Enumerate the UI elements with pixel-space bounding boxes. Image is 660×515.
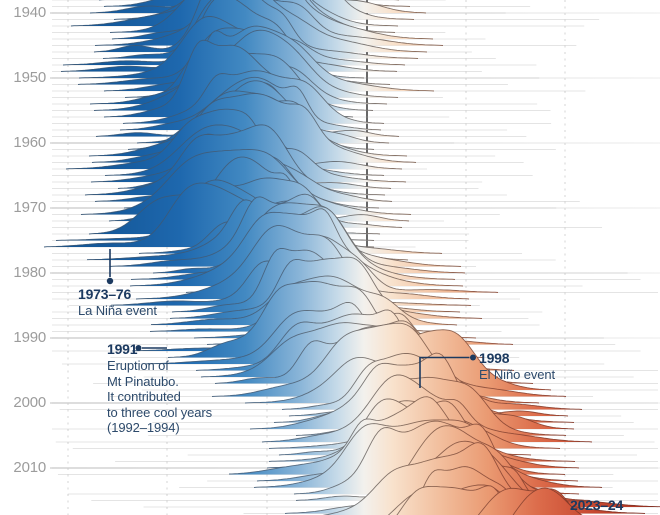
ridge-outline-1958	[119, 76, 382, 131]
ridge-outline-1984	[135, 225, 470, 300]
annotation-el-nino-year: 1998	[479, 350, 510, 366]
ridge-outline-1982	[129, 208, 464, 287]
ridge-outline-1949	[60, 0, 398, 72]
ridge-fill-1976	[44, 183, 374, 247]
annotation-la-nina-year: 1973–76	[78, 286, 132, 302]
ridge-outline-1963	[91, 93, 417, 163]
annotation-pinatubo-year: 1991	[107, 341, 138, 357]
ridge-outline-1941	[113, 0, 415, 20]
ridge-outline-1979	[109, 193, 462, 267]
ridge-outline-2024	[512, 487, 583, 515]
y-axis-label: 2010	[13, 459, 46, 476]
annotation-2023-24: 2023–24	[570, 497, 623, 514]
ridge-outline-2013	[253, 419, 603, 488]
ridge-outline-1945	[94, 0, 444, 46]
y-axis-label: 1990	[13, 329, 46, 346]
ridge-outline-1986	[171, 247, 461, 313]
ridge-outline-1953	[124, 29, 399, 98]
ridge-outline-1946	[93, 0, 428, 53]
ridge-outline-1942	[70, 0, 399, 27]
annotation-la-nina: 1973–76 La Niña event	[78, 286, 157, 319]
ridge-fill-2022	[397, 485, 512, 515]
ridge-outline-2017	[284, 440, 646, 514]
annotation-connectors	[106, 249, 476, 388]
annotation-pinatubo-line: Eruption of	[107, 358, 169, 373]
y-axis-label: 1970	[13, 199, 46, 216]
ridge-outline-1964	[65, 108, 403, 170]
ridge-outline-2019	[406, 466, 529, 515]
temperature-ridges	[43, 0, 660, 515]
y-axis-label: 1980	[13, 264, 46, 281]
ridge-outline-1962	[88, 90, 408, 157]
annotation-pinatubo: 1991 Eruption of Mt Pinatubo. It contrib…	[107, 341, 212, 436]
ridge-outline-1971	[80, 149, 412, 215]
ridge-outline-1940	[89, 0, 427, 14]
ridge-outline-1957	[122, 70, 385, 124]
el-nino-dot	[470, 354, 476, 361]
annotation-pinatubo-line: Mt Pinatubo.	[107, 373, 179, 389]
ridge-outline-1944	[111, 0, 434, 40]
y-axis-label: 1940	[13, 4, 46, 21]
annotation-el-nino: 1998 El Niño event	[479, 350, 555, 383]
y-axis-label: 1960	[13, 134, 46, 151]
annotation-pinatubo-line: It contributed	[107, 389, 181, 404]
ridge-outline-2023	[477, 487, 578, 515]
y-axis-label: 2000	[13, 394, 46, 411]
ridge-outline-1968	[84, 124, 386, 196]
annotation-la-nina-text: La Niña event	[78, 303, 157, 318]
ridge-outline-2006	[261, 374, 593, 443]
ridge-outline-1980	[152, 202, 466, 274]
ridge-outline-1999	[211, 322, 567, 397]
annotation-pinatubo-line: to three cool years	[107, 404, 213, 420]
pinatubo-dot	[135, 345, 142, 351]
el-nino-connector	[419, 356, 470, 388]
ridge-outline-1947	[102, 0, 419, 59]
ridge-outline-2020	[399, 484, 522, 515]
y-axis-label: 1950	[13, 69, 46, 86]
annotation-el-nino-text: El Niño event	[479, 367, 556, 382]
ridge-fill-2024	[513, 488, 582, 515]
la-nina-dot	[106, 277, 114, 285]
ridge-outline-2004	[249, 352, 575, 430]
ridge-outline-1988	[150, 275, 458, 326]
ridge-outline-1952	[103, 25, 435, 92]
annotation-pinatubo-line: (1992–1994)	[107, 420, 180, 435]
ridge-outline-1987	[169, 256, 483, 319]
annotation-2023-24-year: 2023–24	[570, 497, 624, 513]
ridge-outline-2022	[396, 485, 513, 515]
